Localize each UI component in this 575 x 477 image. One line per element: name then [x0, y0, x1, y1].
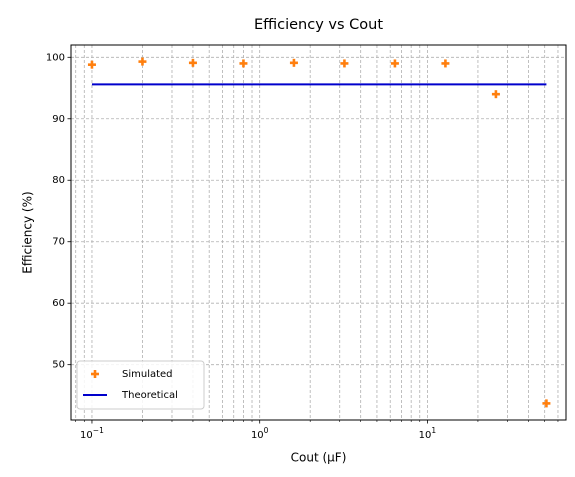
data-layer: [87, 57, 551, 408]
legend-simulated-label: Simulated: [122, 369, 173, 380]
simulated-point: [188, 58, 197, 67]
y-tick-label: 70: [52, 237, 65, 248]
simulated-point: [87, 60, 96, 69]
y-tick-label: 80: [52, 175, 65, 186]
x-axis-label: Cout (μF): [291, 451, 347, 465]
legend: Simulated Theoretical: [76, 360, 205, 410]
plot-frame: [70, 44, 567, 421]
tick-layer: 50 60 70 80 90 100 10−1 100 101: [46, 52, 559, 441]
plot-area-background: [71, 45, 566, 420]
simulated-point: [491, 90, 500, 99]
chart-title: Efficiency vs Cout: [254, 17, 383, 33]
simulated-point: [239, 59, 248, 68]
simulated-point: [542, 399, 551, 408]
simulated-point: [390, 59, 399, 68]
simulated-point: [441, 59, 450, 68]
grid-layer: [71, 45, 566, 420]
simulated-point: [289, 58, 298, 67]
y-tick-label: 60: [52, 298, 65, 309]
simulated-point: [340, 59, 349, 68]
simulated-point: [138, 57, 147, 66]
x-tick-label: 10−1: [80, 426, 104, 441]
y-tick-label: 100: [46, 52, 65, 63]
y-tick-label: 90: [52, 114, 65, 125]
x-tick-label: 100: [251, 426, 269, 441]
legend-box: [76, 360, 205, 410]
x-tick-label: 101: [419, 426, 437, 441]
y-axis-label: Efficiency (%): [21, 191, 35, 273]
legend-theoretical-label: Theoretical: [121, 390, 178, 401]
legend-simulated-marker: [91, 370, 99, 378]
y-tick-label: 50: [52, 360, 65, 371]
